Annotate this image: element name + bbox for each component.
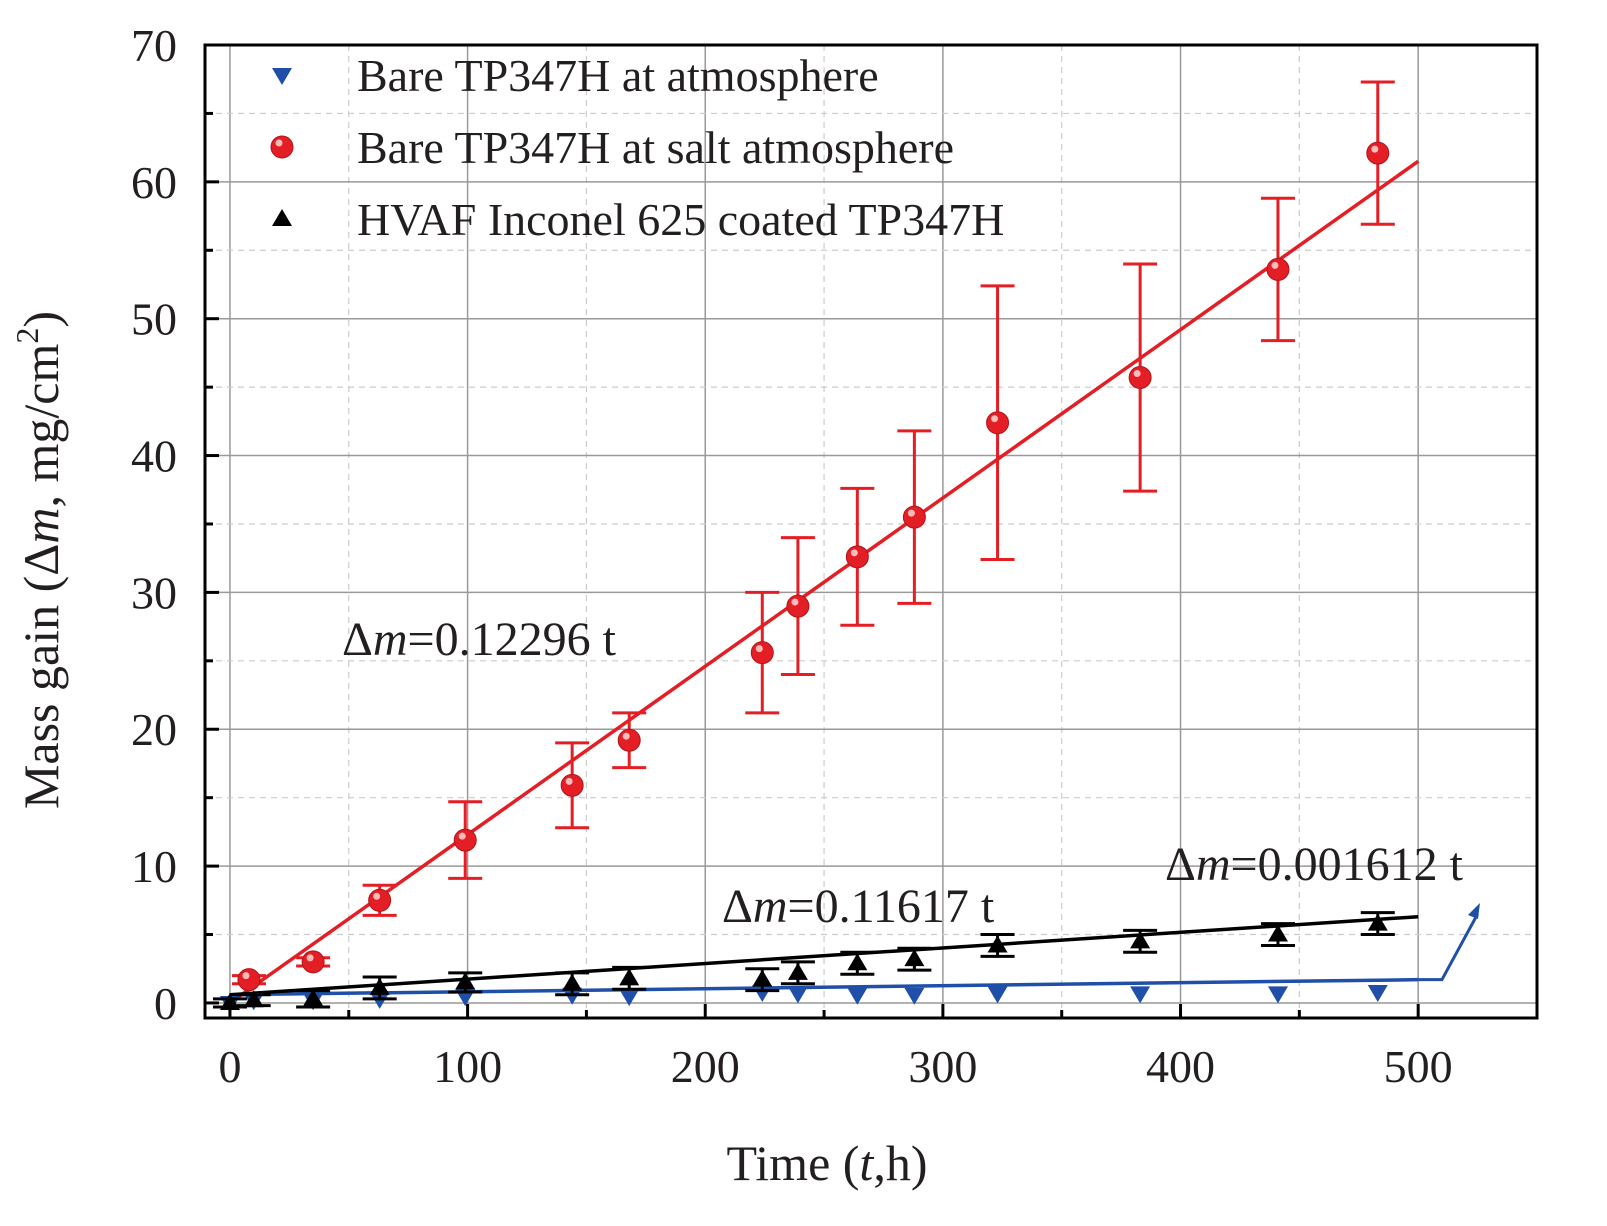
- data-point: [847, 953, 868, 971]
- data-point: [904, 949, 925, 967]
- data-point: [1266, 257, 1290, 281]
- axis-ticks: 0 100 200 300 400 500 0 10 20 30 40 50 60 70: [131, 20, 1539, 1092]
- x-tick-label: 200: [671, 1041, 740, 1092]
- data-point: [752, 969, 773, 987]
- data-point: [562, 973, 583, 991]
- data-point: [368, 888, 392, 912]
- data-point: [787, 962, 808, 980]
- data-point: [619, 989, 640, 1007]
- fit-equation-label: Δm=0.11617 t: [722, 880, 995, 933]
- x-tick-label: 400: [1146, 1041, 1215, 1092]
- data-point: [847, 987, 868, 1005]
- data-point: [1267, 924, 1288, 942]
- data-point: [987, 935, 1008, 953]
- data-point-highlight: [850, 549, 858, 557]
- data-point-highlight: [991, 415, 999, 423]
- legend-marker-highlight: [275, 139, 283, 147]
- data-point-highlight: [306, 954, 314, 962]
- data-point-highlight: [1371, 145, 1379, 153]
- fit-equation-label: Δm=0.001612 t: [1165, 838, 1464, 891]
- y-tick-label: 20: [131, 704, 177, 755]
- data-point: [619, 968, 640, 986]
- data-point: [1128, 366, 1152, 390]
- data-point: [453, 828, 477, 852]
- data-point: [303, 988, 324, 1006]
- y-tick-label: 0: [154, 978, 177, 1029]
- data-point: [1130, 931, 1151, 949]
- data-point: [219, 992, 240, 1010]
- data-point-highlight: [791, 598, 799, 606]
- legend-label: Bare TP347H at atmosphere: [357, 50, 879, 101]
- legend-marker: [270, 135, 294, 159]
- data-point: [455, 972, 476, 990]
- data-point: [560, 773, 584, 797]
- legend-marker: [272, 68, 292, 85]
- arrow-head-icon: [1467, 903, 1480, 920]
- fit-line: [229, 977, 1419, 997]
- legend-label: HVAF Inconel 625 coated TP347H: [357, 194, 1004, 245]
- fit-line: [229, 914, 1419, 997]
- data-point: [301, 950, 325, 974]
- x-axis-label: Time (t,h): [727, 1135, 928, 1191]
- data-point: [1367, 984, 1388, 1002]
- data-point-highlight: [1271, 261, 1279, 269]
- x-tick-label: 0: [218, 1041, 241, 1092]
- y-tick-label: 60: [131, 157, 177, 208]
- data-point-highlight: [755, 645, 763, 653]
- fit-lines: [228, 159, 1480, 1005]
- data-point-highlight: [242, 972, 250, 980]
- data-point: [1367, 913, 1388, 931]
- data-point: [986, 411, 1010, 435]
- data-point: [1267, 986, 1288, 1004]
- y-tick-label: 30: [131, 567, 177, 618]
- y-tick-label: 40: [131, 431, 177, 482]
- data-point: [1366, 141, 1390, 165]
- fit-annotations: Δm=0.001612 t Δm=0.12296 t Δm=0.11617 t: [342, 613, 1464, 933]
- data-point: [845, 545, 869, 569]
- legend: Bare TP347H at atmosphere Bare TP347H at …: [270, 50, 1004, 245]
- data-point-highlight: [565, 777, 573, 785]
- data-point: [902, 505, 926, 529]
- data-point-highlight: [907, 509, 915, 517]
- legend-label: Bare TP347H at salt atmosphere: [357, 122, 954, 173]
- x-tick-label: 500: [1384, 1041, 1453, 1092]
- data-point: [786, 594, 810, 618]
- data-point: [243, 990, 264, 1008]
- data-point: [787, 986, 808, 1004]
- y-tick-label: 70: [131, 20, 177, 71]
- data-point: [987, 986, 1008, 1004]
- data-point-highlight: [373, 892, 381, 900]
- data-point-highlight: [458, 832, 466, 840]
- y-tick-label: 50: [131, 294, 177, 345]
- y-tick-label: 10: [131, 841, 177, 892]
- data-point: [617, 728, 641, 752]
- data-point: [750, 641, 774, 665]
- data-point: [1130, 986, 1151, 1004]
- legend-marker: [272, 209, 292, 226]
- grid: [205, 44, 1538, 1018]
- x-tick-label: 300: [908, 1041, 977, 1092]
- data-point: [237, 968, 261, 992]
- y-axis-label: Mass gain (Δm, mg/cm2): [9, 311, 69, 809]
- data-point: [369, 977, 390, 995]
- plot-frame: [203, 43, 1539, 1020]
- data-point-highlight: [1133, 370, 1141, 378]
- data-marks: [212, 80, 1395, 1013]
- fit-equation-label: Δm=0.12296 t: [342, 613, 617, 666]
- x-tick-label: 100: [433, 1041, 502, 1092]
- data-point: [904, 987, 925, 1005]
- arrow-line: [1418, 913, 1479, 982]
- data-point-highlight: [622, 732, 630, 740]
- fit-line: [228, 159, 1420, 1005]
